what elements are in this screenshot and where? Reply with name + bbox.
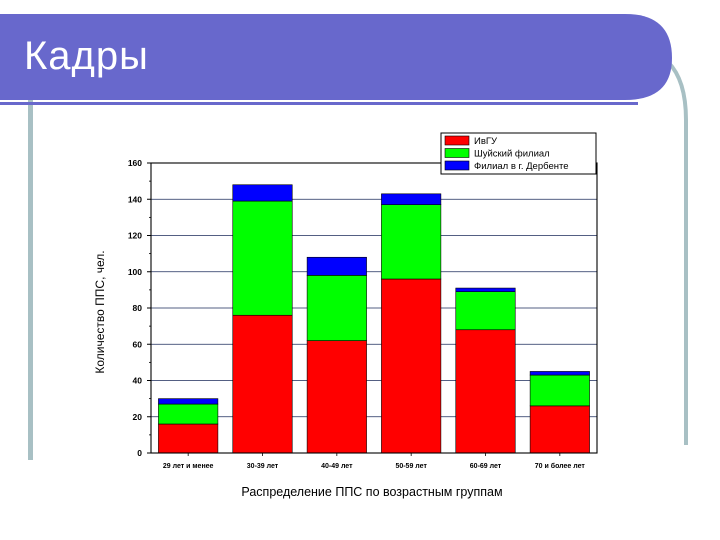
bar-3-4 <box>381 193 442 205</box>
legend-swatch-1 <box>444 135 470 146</box>
bar-3-5 <box>455 287 516 292</box>
x-tick-label-3: 40-49 лет <box>321 463 353 470</box>
bar-1-3 <box>306 340 367 454</box>
y-tick-label-40: 40 <box>133 376 143 386</box>
x-tick-label-4: 50-59 лет <box>395 463 427 470</box>
bar-3-1 <box>158 398 219 405</box>
bar-3-3 <box>306 256 367 276</box>
bar-1-2 <box>232 314 293 454</box>
bar-2-3 <box>306 275 367 341</box>
bar-1-5 <box>455 329 516 454</box>
axes <box>147 162 598 456</box>
bar-3-2 <box>232 184 293 202</box>
bar-1-1 <box>158 423 219 454</box>
legend-label-2: Шуйский филиал <box>474 149 550 160</box>
legend-swatch-3 <box>444 160 470 171</box>
y-axis-label: Количество ППС, чел. <box>93 250 107 373</box>
y-tick-labels: 0 20 40 60 80 100 120 140 160 <box>128 158 142 458</box>
bars <box>158 184 590 454</box>
bar-3-6 <box>529 371 590 376</box>
x-axis-label: Распределение ППС по возрастным группам <box>241 485 502 499</box>
x-tick-label-5: 60-69 лет <box>470 463 502 470</box>
bar-2-2 <box>232 200 293 316</box>
legend-label-3: Филиал в г. Дербенте <box>474 161 569 172</box>
x-tick-label-2: 30-39 лет <box>247 463 279 470</box>
bar-2-1 <box>158 403 219 425</box>
header-underline <box>0 102 638 105</box>
y-tick-label-60: 60 <box>133 339 143 349</box>
legend-label-1: ИвГУ <box>474 136 498 147</box>
y-tick-label-100: 100 <box>128 267 142 277</box>
y-tick-label-140: 140 <box>128 194 142 204</box>
legend-swatch-2 <box>444 148 470 158</box>
x-tick-label-6: 70 и более лет <box>535 462 586 470</box>
bar-1-6 <box>529 405 590 454</box>
y-tick-label-160: 160 <box>128 158 142 168</box>
bar-1-4 <box>381 278 442 454</box>
frame-left-line <box>28 96 33 460</box>
y-tick-label-0: 0 <box>137 448 142 458</box>
x-tick-label-1: 29 лет и менее <box>163 463 214 470</box>
x-tick-labels: 29 лет и менее 30-39 лет 40-49 лет 50-59 ле… <box>163 462 586 470</box>
bar-2-5 <box>455 291 516 331</box>
plot-frame <box>150 162 598 454</box>
y-tick-label-120: 120 <box>128 231 142 241</box>
y-tick-label-80: 80 <box>133 303 143 313</box>
header-band <box>0 14 672 100</box>
slide-title: Кадры <box>24 34 149 78</box>
y-tick-label-20: 20 <box>133 412 143 422</box>
bar-2-6 <box>529 374 590 407</box>
bar-2-4 <box>381 204 442 280</box>
